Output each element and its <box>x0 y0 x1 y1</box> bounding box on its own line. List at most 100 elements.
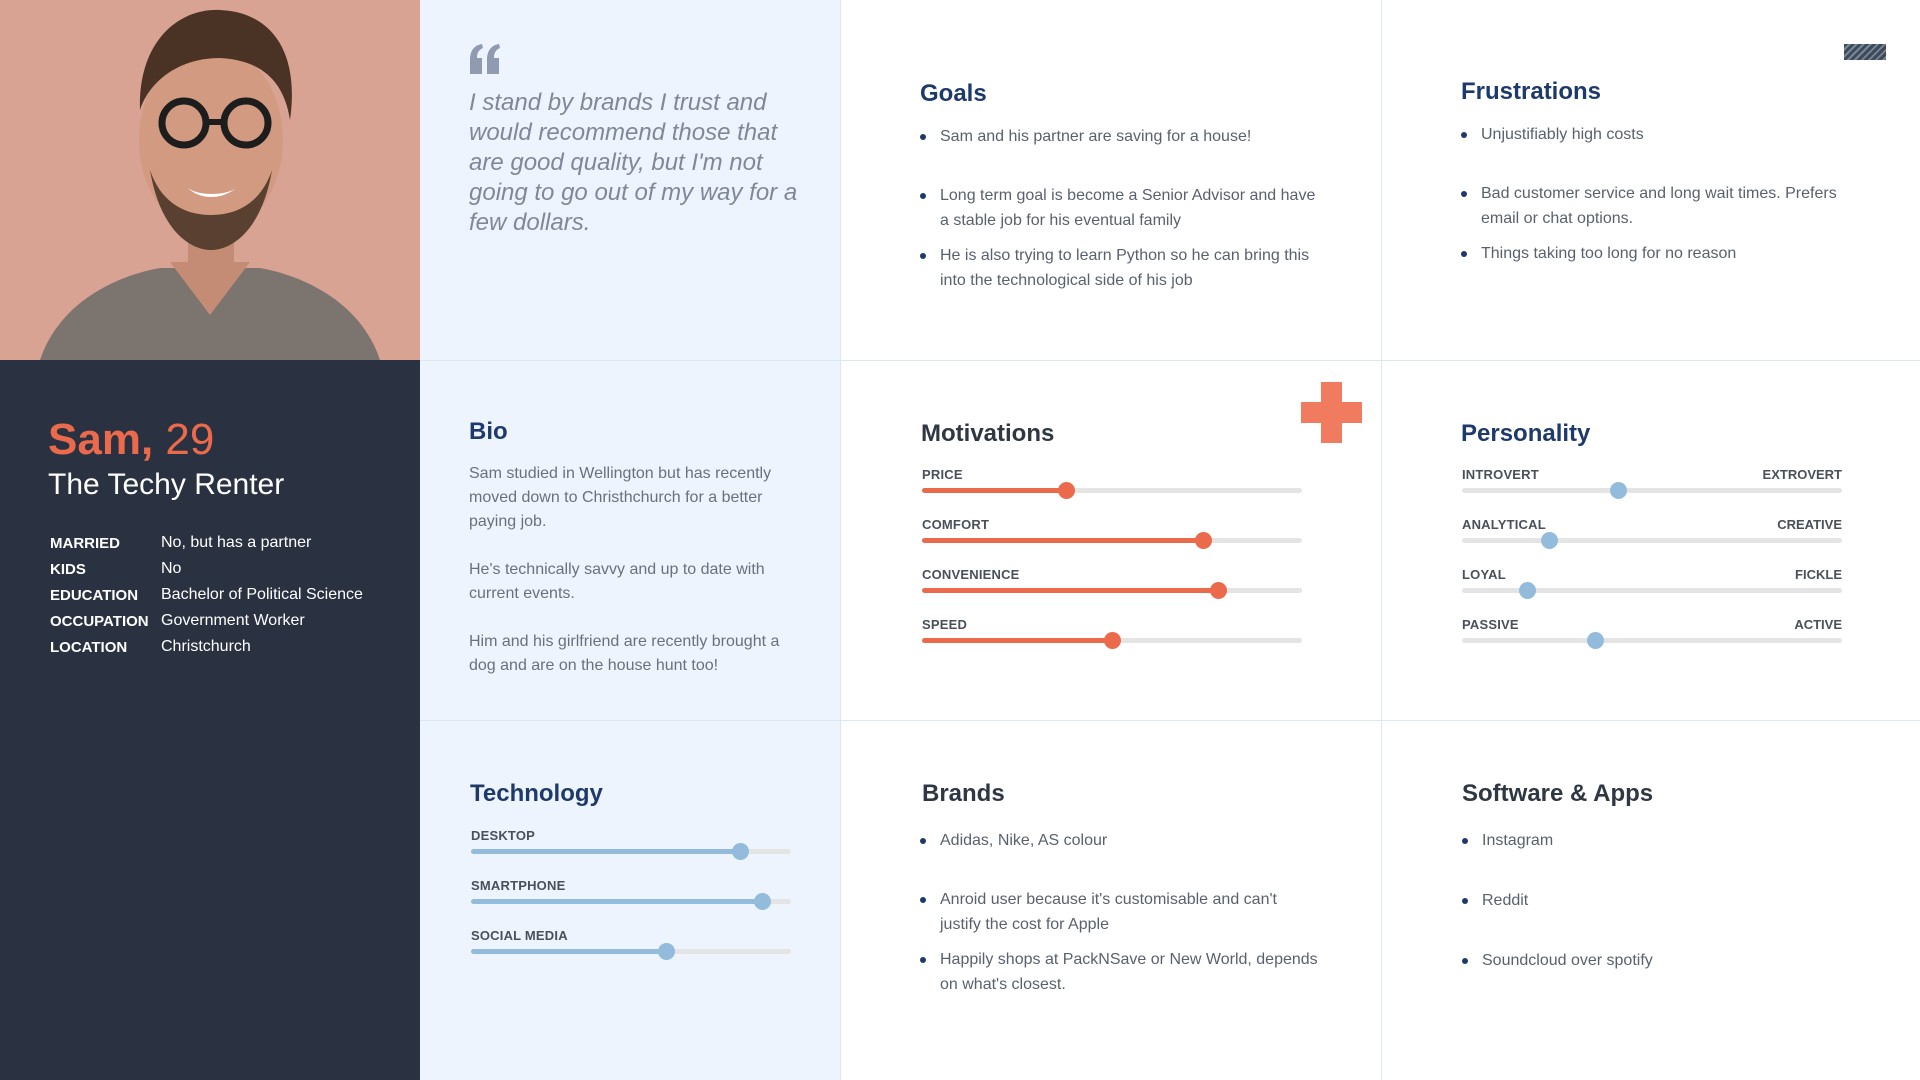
slider-track <box>1462 488 1842 493</box>
persona-title: The Techy Renter <box>48 468 285 501</box>
slider-label: SMARTPHONE <box>471 878 566 893</box>
persona-name: Sam, 29 <box>48 418 284 462</box>
motivations-slider[interactable]: SPEED <box>922 617 1302 657</box>
bio-paragraph: He's technically savvy and up to date wi… <box>469 561 765 602</box>
slider-label-right: ACTIVE <box>1794 617 1842 632</box>
slider-knob[interactable] <box>731 843 749 860</box>
grid-divider <box>840 0 841 1080</box>
persona-photo <box>0 0 420 360</box>
motivations-title: Motivations <box>921 420 1055 447</box>
motivations-slider[interactable]: PRICE <box>922 467 1302 507</box>
technology-title: Technology <box>470 780 603 807</box>
persona-first-name: Sam, <box>48 415 154 464</box>
slider-label: COMFORT <box>922 517 990 532</box>
fact-value: No, but has a partner <box>161 534 312 551</box>
fact-label: MARRIED <box>50 534 120 552</box>
fact-label: OCCUPATION <box>50 612 149 630</box>
frustrations-title: Frustrations <box>1461 78 1602 105</box>
slider-label-right: EXTROVERT <box>1762 467 1842 482</box>
list-item: Soundcloud over spotify <box>1462 948 1862 973</box>
list-item: Reddit <box>1462 888 1862 913</box>
fact-value: Christchurch <box>161 638 251 655</box>
profile-sidebar: Sam, 29 The Techy Renter MARRIED No, but… <box>0 0 420 1080</box>
slider-fill <box>922 588 1219 593</box>
slider-fill <box>922 538 1204 543</box>
slider-track <box>922 488 1302 493</box>
fact-location: LOCATION Christchurch <box>50 634 363 660</box>
goals-title: Goals <box>920 80 987 107</box>
persona-quote: I stand by brands I trust and would reco… <box>469 89 798 236</box>
software-list: Instagram Reddit Soundcloud over spotify <box>1462 828 1862 973</box>
technology-slider[interactable]: DESKTOP <box>471 828 791 868</box>
list-item: Happily shops at PackNSave or New World,… <box>920 947 1320 997</box>
slider-fill <box>471 899 763 904</box>
quote-icon <box>470 44 500 74</box>
slider-label: DESKTOP <box>471 828 536 843</box>
software-title: Software & Apps <box>1462 780 1654 807</box>
bio-paragraph: Sam studied in Wellington but has recent… <box>469 465 772 530</box>
slider-knob[interactable] <box>1609 482 1627 499</box>
personality-slider[interactable]: ANALYTICAL CREATIVE <box>1462 517 1842 557</box>
slider-label: ANALYTICAL <box>1462 517 1546 532</box>
slider-knob[interactable] <box>754 893 772 910</box>
list-item: Sam and his partner are saving for a hou… <box>920 124 1320 149</box>
grid-divider <box>1381 0 1382 1080</box>
slider-label: SOCIAL MEDIA <box>471 928 568 943</box>
slider-label: INTROVERT <box>1462 467 1539 482</box>
slider-track <box>1462 588 1842 593</box>
personality-slider[interactable]: INTROVERT EXTROVERT <box>1462 467 1842 507</box>
slider-label: PRICE <box>922 467 963 482</box>
brands-title: Brands <box>922 780 1005 807</box>
list-item: Anroid user because it's customisable an… <box>920 887 1320 937</box>
list-item: Adidas, Nike, AS colour <box>920 828 1320 853</box>
slider-knob[interactable] <box>1541 532 1559 549</box>
fact-value: No <box>161 560 182 577</box>
technology-slider[interactable]: SMARTPHONE <box>471 878 791 918</box>
personality-slider[interactable]: LOYAL FICKLE <box>1462 567 1842 607</box>
slider-knob[interactable] <box>1195 532 1213 549</box>
list-item: He is also trying to learn Python so he … <box>920 243 1320 293</box>
slider-fill <box>471 849 740 854</box>
slider-knob[interactable] <box>1518 582 1536 599</box>
slider-track <box>1462 638 1842 643</box>
slider-label: CONVENIENCE <box>922 567 1020 582</box>
slider-label: PASSIVE <box>1462 617 1519 632</box>
list-item: Things taking too long for no reason <box>1461 241 1861 266</box>
fact-kids: KIDS No <box>50 556 363 582</box>
slider-knob[interactable] <box>1058 482 1076 499</box>
persona-identity: Sam, 29 The Techy Renter <box>48 418 284 502</box>
technology-slider[interactable]: SOCIAL MEDIA <box>471 928 791 968</box>
fact-label: KIDS <box>50 560 86 578</box>
slider-knob[interactable] <box>1587 632 1604 649</box>
fact-education: EDUCATION Bachelor of Political Science <box>50 582 363 608</box>
slider-fill <box>922 488 1067 493</box>
slider-label: SPEED <box>922 617 968 632</box>
list-item: Unjustifiably high costs <box>1461 122 1861 147</box>
motivations-slider[interactable]: COMFORT <box>922 517 1302 557</box>
fact-value: Government Worker <box>161 612 305 629</box>
frustrations-list: Unjustifiably high costs Bad customer se… <box>1461 122 1861 266</box>
fact-value: Bachelor of Political Science <box>161 586 363 603</box>
personality-title: Personality <box>1461 420 1591 447</box>
slider-knob[interactable] <box>1210 582 1228 599</box>
plus-icon <box>1301 382 1362 443</box>
slider-label: LOYAL <box>1462 567 1506 582</box>
bio-title: Bio <box>469 418 508 445</box>
slider-fill <box>471 949 667 954</box>
fact-label: EDUCATION <box>50 586 139 604</box>
bio-panel <box>420 360 840 720</box>
goals-list: Sam and his partner are saving for a hou… <box>920 124 1320 293</box>
list-item: Long term goal is become a Senior Adviso… <box>920 183 1320 233</box>
motivations-slider[interactable]: CONVENIENCE <box>922 567 1302 607</box>
fact-label: LOCATION <box>50 638 128 656</box>
fact-occupation: OCCUPATION Government Worker <box>50 608 363 634</box>
persona-age: 29 <box>165 415 215 464</box>
list-item: Instagram <box>1462 828 1862 853</box>
personality-slider[interactable]: PASSIVE ACTIVE <box>1462 617 1842 657</box>
decorative-stripe <box>1844 44 1886 60</box>
slider-knob[interactable] <box>1104 632 1121 649</box>
slider-label-right: CREATIVE <box>1777 517 1842 532</box>
slider-fill <box>922 638 1112 643</box>
grid-divider <box>420 360 1920 361</box>
slider-knob[interactable] <box>658 943 676 960</box>
